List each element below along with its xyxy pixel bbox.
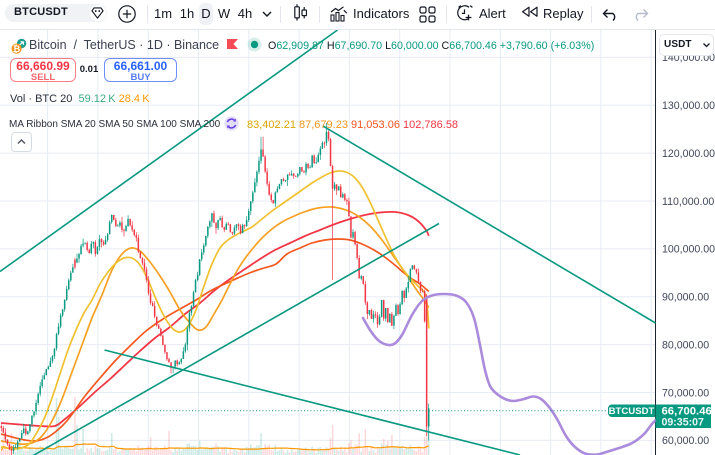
svg-text:100,000.00: 100,000.00 bbox=[662, 244, 715, 256]
svg-text:140,000.00: 140,000.00 bbox=[662, 52, 715, 64]
svg-text:110,000.00: 110,000.00 bbox=[662, 196, 714, 208]
svg-text:80,000.00: 80,000.00 bbox=[662, 339, 709, 351]
svg-text:BTCUSDT: BTCUSDT bbox=[609, 406, 655, 417]
svg-text:90,000.00: 90,000.00 bbox=[662, 292, 709, 304]
svg-text:130,000.00: 130,000.00 bbox=[662, 100, 715, 112]
svg-text:60,000.00: 60,000.00 bbox=[662, 435, 709, 447]
svg-text:₿: ₿ bbox=[13, 44, 20, 54]
svg-text:09:35:07: 09:35:07 bbox=[662, 417, 705, 429]
svg-text:120,000.00: 120,000.00 bbox=[662, 148, 715, 160]
svg-text:66,700.46: 66,700.46 bbox=[662, 405, 712, 417]
svg-text:70,000.00: 70,000.00 bbox=[662, 387, 709, 399]
